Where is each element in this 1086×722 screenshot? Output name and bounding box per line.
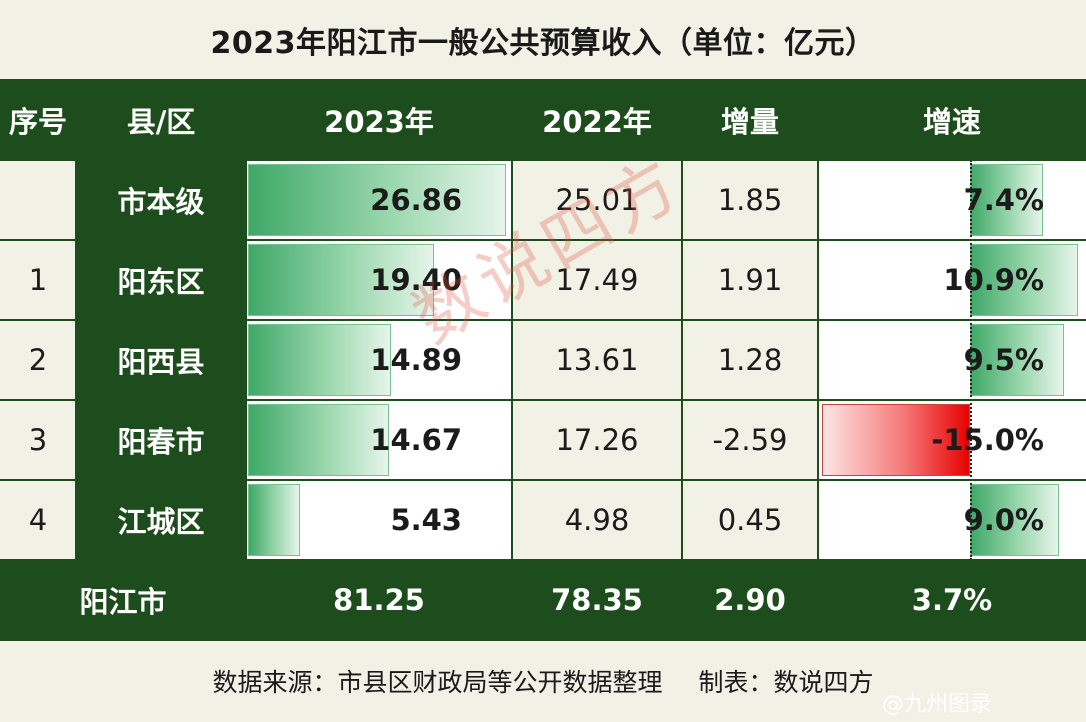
grid-hline [0,239,1086,241]
grid-hline [0,79,1086,81]
value-delta: 1.28 [682,320,818,400]
grid-hline [0,399,1086,401]
value-growth: 9.0% [963,503,1044,537]
header-delta: 增量 [682,80,818,160]
value-2022: 13.61 [512,320,682,400]
header-county: 县/区 [76,80,246,160]
value-2023: 5.43 [390,503,462,537]
grid-vline [681,80,683,640]
bar-2023 [248,164,506,236]
row-seq [0,160,76,240]
bar-growth [970,324,1064,396]
bar-2023 [248,484,300,556]
table-title: 2023年阳江市一般公共预算收入（单位：亿元） [210,26,876,61]
row-seq: 2 [0,320,76,400]
value-growth: 9.5% [963,343,1044,377]
value-growth: 10.9% [943,263,1044,297]
bar-2023 [248,404,389,476]
grid-vline [245,80,247,640]
value-growth: 7.4% [963,183,1044,217]
value-delta: 1.85 [682,160,818,240]
header-growth: 增速 [818,80,1086,160]
value-delta: 0.45 [682,480,818,560]
total-delta: 2.90 [682,560,818,640]
credit-text: @九州图录 [882,692,993,717]
grid-vline [817,80,819,640]
row-county: 阳西县 [76,320,246,400]
value-2022: 4.98 [512,480,682,560]
value-delta: -2.59 [682,400,818,480]
maker-note: 制表：数说四方 [698,668,874,697]
bar-2023 [248,244,434,316]
source-note: 数据来源：市县区财政局等公开数据整理 [212,668,663,697]
bar-2023 [248,324,391,396]
row-seq: 3 [0,400,76,480]
grid-hline [0,319,1086,321]
grid-hline [0,159,1086,161]
header-2023: 2023年 [246,80,512,160]
value-2022: 17.49 [512,240,682,320]
header-seq: 序号 [0,80,76,160]
row-county: 市本级 [76,160,246,240]
row-seq: 1 [0,240,76,320]
grid-vline [511,80,513,640]
grid-vline [75,80,77,640]
total-2022: 78.35 [512,560,682,640]
grid-hline [0,639,1086,641]
value-2023: 14.89 [370,343,462,377]
row-seq: 4 [0,480,76,560]
total-growth: 3.7% [818,560,1086,640]
row-county: 江城区 [76,480,246,560]
value-2023: 14.67 [370,423,462,457]
growth-axis-line [970,160,972,560]
value-delta: 1.91 [682,240,818,320]
value-2022: 17.26 [512,400,682,480]
total-name: 阳江市 [0,560,246,640]
bar-growth [822,404,970,476]
value-2023: 26.86 [370,183,462,217]
row-county: 阳春市 [76,400,246,480]
footer: 数据来源：市县区财政局等公开数据整理 制表：数说四方 [0,640,1086,722]
header-2022: 2022年 [512,80,682,160]
value-2022: 25.01 [512,160,682,240]
value-2023: 19.40 [370,263,462,297]
grid-hline [0,479,1086,481]
bar-growth [970,244,1078,316]
value-growth: -15.0% [931,423,1044,457]
row-county: 阳东区 [76,240,246,320]
total-2023: 81.25 [246,560,512,640]
grid-hline [0,559,1086,561]
